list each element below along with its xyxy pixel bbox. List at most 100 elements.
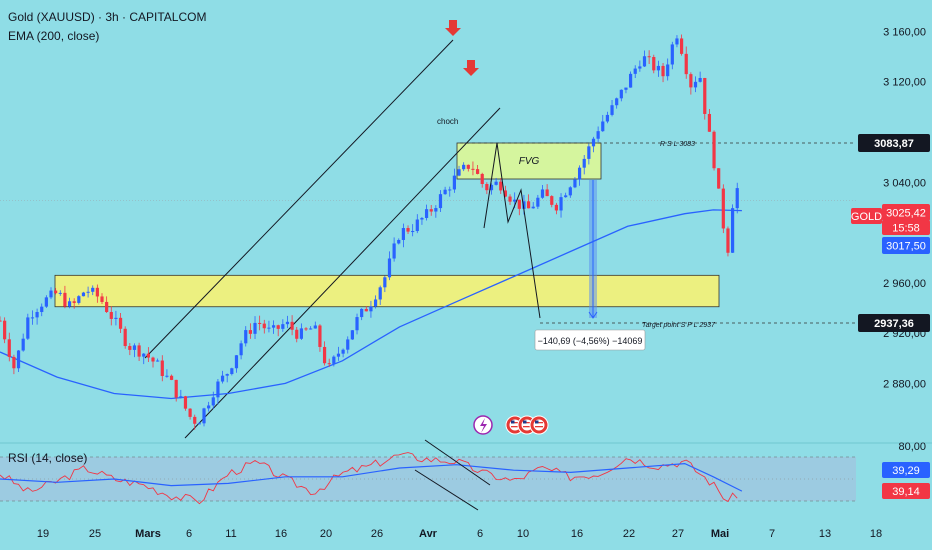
candle-body xyxy=(462,164,466,170)
candle-body xyxy=(109,312,113,319)
candle-body xyxy=(44,297,48,307)
countdown-tag[interactable] xyxy=(882,220,930,235)
rsi-lower-trendline[interactable] xyxy=(414,469,479,511)
candle-body xyxy=(689,74,693,88)
rsi-ma-tag-text: 39,29 xyxy=(892,465,920,477)
ema-line[interactable] xyxy=(0,209,742,400)
candle-body xyxy=(489,184,494,191)
candle-body xyxy=(633,68,637,74)
price-tick-label: 3 160,00 xyxy=(883,26,926,38)
level-high-tag[interactable] xyxy=(858,134,930,152)
measure-tooltip[interactable] xyxy=(534,329,646,351)
rsi-indicator-label[interactable]: RSI (14, close) xyxy=(8,451,88,465)
flag-stripe xyxy=(511,426,519,428)
candle-body xyxy=(369,306,373,312)
rsi-upper-trendline[interactable] xyxy=(424,439,491,486)
candle-body xyxy=(666,64,670,77)
time-axis-label: 26 xyxy=(371,528,383,540)
flag-stripe xyxy=(523,426,531,428)
candle-body xyxy=(721,188,725,229)
level-low-tag[interactable] xyxy=(858,314,930,332)
candle-body xyxy=(40,306,44,313)
candle-body xyxy=(457,169,461,176)
candle-body xyxy=(424,209,429,218)
time-axis-label: 6 xyxy=(477,528,483,540)
channel-lower-line[interactable] xyxy=(184,107,501,439)
candle-body xyxy=(726,228,730,253)
candle-body xyxy=(281,324,285,329)
candle-body xyxy=(248,330,252,334)
candle-body xyxy=(582,158,586,168)
candle-body xyxy=(508,196,512,202)
rsi-value-tag-text: 39,14 xyxy=(892,486,920,498)
time-axis-label: Mai xyxy=(711,528,729,540)
candle-body xyxy=(146,353,150,358)
candle-body xyxy=(244,330,248,344)
candle-body xyxy=(174,379,178,398)
time-axis-label: 22 xyxy=(623,528,635,540)
support-zone[interactable] xyxy=(54,274,720,308)
candle-body xyxy=(717,168,721,189)
time-axis-label: 13 xyxy=(819,528,831,540)
rsi-value-tag[interactable] xyxy=(882,483,930,499)
countdown-tag-text: 15:58 xyxy=(892,223,920,235)
lightning-glyph xyxy=(480,418,487,433)
last-price-tag[interactable] xyxy=(882,204,930,221)
candle-body xyxy=(290,321,294,330)
fvg-zone[interactable] xyxy=(456,142,602,180)
candle-body xyxy=(378,287,382,300)
candle-body xyxy=(299,328,303,339)
candle-body xyxy=(49,290,53,298)
candle-body xyxy=(499,181,503,191)
candle-body xyxy=(471,168,475,170)
candle-body xyxy=(466,164,470,169)
candle-body xyxy=(207,405,211,409)
candle-body xyxy=(165,375,169,377)
candle-body xyxy=(253,322,257,334)
rsi-ma-line[interactable] xyxy=(0,462,743,492)
candle-body xyxy=(642,56,647,67)
candle-body xyxy=(591,138,596,147)
candle-body xyxy=(123,328,127,347)
channel-upper-line[interactable] xyxy=(144,39,454,359)
candle-body xyxy=(397,239,401,244)
candle-body xyxy=(225,374,229,376)
candle-body xyxy=(197,423,201,425)
time-axis-label: 20 xyxy=(320,528,332,540)
candle-body xyxy=(239,343,243,356)
time-axis-label: 27 xyxy=(672,528,684,540)
symbol-tag[interactable] xyxy=(851,208,882,224)
time-axis-label: 25 xyxy=(89,528,101,540)
candle-body xyxy=(346,339,350,350)
candle-body xyxy=(304,328,308,330)
time-axis-label: 7 xyxy=(769,528,775,540)
rsl-label: R S L 3083 xyxy=(660,141,695,148)
ema-value-tag[interactable] xyxy=(882,237,930,254)
candle-body xyxy=(26,317,30,339)
time-axis-label: 10 xyxy=(517,528,529,540)
flag-canton xyxy=(535,420,539,424)
candle-body xyxy=(647,56,651,58)
projection-path[interactable] xyxy=(483,142,541,319)
candle-body xyxy=(735,188,739,209)
measure-arrowhead xyxy=(588,311,598,319)
candle-body xyxy=(54,290,58,294)
candle-body xyxy=(128,346,132,350)
candle-body xyxy=(160,360,164,376)
candle-body xyxy=(670,44,674,65)
flag-stripe xyxy=(535,422,543,424)
ema-indicator-label[interactable]: EMA (200, close) xyxy=(8,29,100,43)
symbol-title[interactable]: Gold (XAUUSD) · 3h · CAPITALCOM xyxy=(8,10,207,24)
candle-body xyxy=(559,197,563,211)
candle-body xyxy=(587,146,591,159)
rsi-ma-tag[interactable] xyxy=(882,462,930,478)
candle-body xyxy=(355,317,359,331)
time-axis-label: Mars xyxy=(135,528,161,540)
candle-body xyxy=(336,353,341,357)
candle-body xyxy=(652,56,656,71)
candle-body xyxy=(318,325,322,347)
candle-body xyxy=(619,89,623,99)
candle-body xyxy=(12,356,16,369)
